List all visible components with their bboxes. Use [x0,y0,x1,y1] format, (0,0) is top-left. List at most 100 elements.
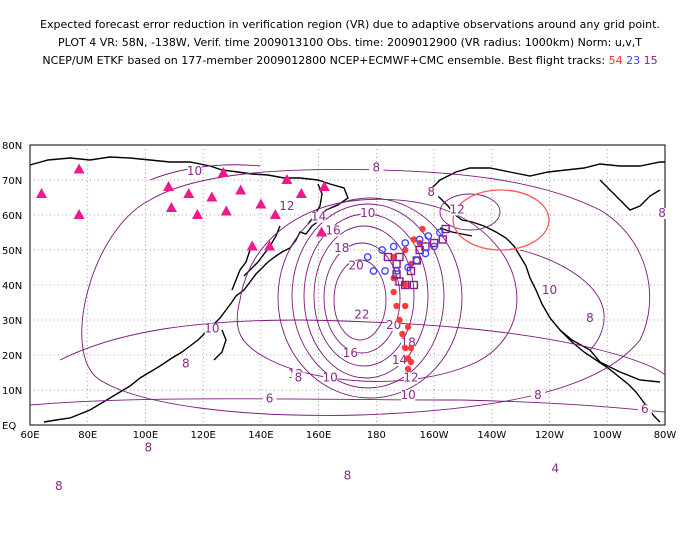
track-blue-point [430,242,438,251]
track-blue-point [392,267,401,275]
track-red-point [402,344,409,352]
coast-alaska [429,189,661,423]
lon-tick-label: 60E [20,430,39,441]
track-blue-point [424,232,433,240]
flight-tracks [363,224,450,373]
track-red-point [407,358,415,366]
contour-label-bg [542,285,557,296]
observation-triangle [36,188,48,198]
contour-label-bg [360,208,375,219]
track-blue-point [401,239,410,247]
contour-4 [29,398,666,413]
track-purple-point [392,259,401,269]
observation-triangle [206,191,218,202]
track-red-point [419,225,426,233]
observation-triangle [163,181,175,191]
track-purple-point [383,252,393,262]
lon-tick-label: 100E [133,430,158,441]
contour-label-bg [178,358,193,370]
contour-label-bg [141,442,156,454]
contour-label-bg [349,260,364,272]
contour-label-bg [637,404,652,415]
lon-tick-label: 160E [306,430,331,441]
lat-tick-label: EQ [2,421,16,432]
contour-label-bg [323,372,338,384]
contour-label-bg [354,309,369,321]
track-purple-point [438,235,447,244]
track-red-point [404,365,412,373]
contour-label: 8 [344,469,352,483]
contour-label: 14 [311,210,326,224]
title-line-3-prefix: NCEP/UM ETKF based on 177-member 2009012… [42,54,606,67]
lat-tick-label: 60N [2,211,22,222]
contour-label: 18 [334,241,349,255]
contour-18 [313,225,415,367]
contour-10 [236,198,518,382]
contour-label: 10 [204,322,219,336]
contour-label-bg [386,320,401,331]
observation-triangle [73,163,85,174]
observation-triangle [220,205,232,216]
contour-label: 4 [551,462,559,476]
track-blue-point [421,249,430,258]
track-purple-point [409,280,419,290]
contour-label: 16 [343,346,358,360]
title-line-1: Expected forecast error reduction in ver… [40,18,660,31]
contour-label: 16 [325,224,340,238]
track-red-point [396,316,403,324]
track-red-point [410,236,418,243]
verification-region-circle [452,189,550,251]
lon-tick-label: 140E [248,430,273,441]
track-blue-point [369,267,378,275]
contour-label-bg [204,323,219,335]
contour-label: 6 [266,392,274,406]
contour-12-vr [439,193,501,231]
lon-tick-label: 80W [654,430,677,441]
contour-label-bg [51,481,66,492]
track-blue-point [415,235,424,244]
track-count-blue: 23 [626,54,641,67]
track-red-point [407,344,415,352]
contour-label: 12 [403,371,418,385]
lon-tick-label: 80E [78,430,97,441]
observation-triangle [269,209,281,219]
track-purple-point [395,252,404,262]
coast-philippines [213,329,227,361]
coast-china [231,249,251,291]
track-red-point [393,302,400,310]
contour-labels: 1088121410128161820222018161412101210886… [51,161,670,493]
lat-tick-label: 10N [2,386,22,397]
contour-6 [59,319,666,376]
observation-triangles [36,163,330,251]
contour-lines [29,164,666,416]
track-red-point [390,288,397,296]
contour-label-bg [262,393,277,405]
contour-label: 14 [392,353,407,367]
lon-tick-label: 160W [420,430,449,441]
track-blue-point [404,263,412,272]
map-frame [29,144,666,426]
contour-label-bg [187,166,202,177]
track-blue-point [381,267,389,275]
contour-22 [333,259,387,341]
observation-triangle [191,209,203,219]
track-red-point [402,246,409,254]
contour-label-bg [334,243,349,254]
track-purple-point [392,270,401,279]
contour-label: 8 [658,206,666,220]
contour-label-bg [424,187,439,198]
contour-label: 8 [295,371,303,385]
contour-label-bg [279,201,294,212]
observation-triangle [264,240,276,251]
observation-triangle [255,198,267,209]
contour-10-east [519,249,605,351]
contour-label-bg [343,348,358,359]
lon-tick-label: 180 [367,430,386,441]
contour-label: 8 [586,311,594,325]
contour-label: 20 [349,259,364,273]
contour-label-bg [401,390,416,401]
contour-label: 8 [55,479,63,493]
lat-tick-label: 50N [2,246,22,257]
track-count-purple: 15 [643,54,658,67]
lon-tick-label: 120E [190,430,215,441]
